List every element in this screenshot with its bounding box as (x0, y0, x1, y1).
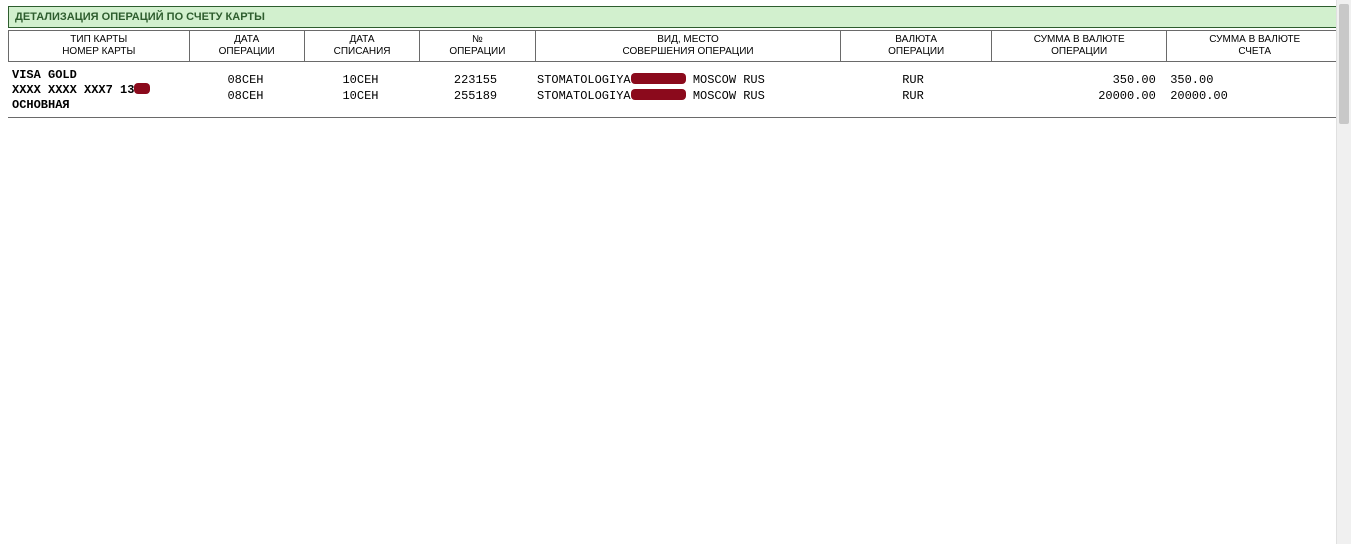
header-text: ОПЕРАЦИИ (1051, 46, 1107, 57)
table-header-row: ТИП КАРТЫ НОМЕР КАРТЫ ДАТА ОПЕРАЦИИ ДАТА… (9, 31, 1343, 62)
merchant-suffix: MOSCOW RUS (686, 89, 765, 103)
header-text: НОМЕР КАРТЫ (62, 46, 135, 57)
amount-text: 20000.00 20000.00 (1098, 89, 1228, 104)
cell-op-no: 255189 (418, 88, 533, 104)
table-row: 08СЕН10СЕН223155STOMATOLOGIYA MOSCOW RUS… (188, 72, 1343, 88)
col-kind-place: ВИД, МЕСТО СОВЕРШЕНИЯ ОПЕРАЦИИ (535, 31, 841, 62)
redaction-mark (134, 83, 150, 94)
merchant-prefix: STOMATOLOGIYA (537, 89, 631, 103)
header-text: ВИД, МЕСТО (657, 34, 719, 45)
header-text: ОПЕРАЦИИ (888, 46, 944, 57)
operations-table: ТИП КАРТЫ НОМЕР КАРТЫ ДАТА ОПЕРАЦИИ ДАТА… (8, 30, 1343, 62)
cell-currency: RUR (838, 88, 988, 104)
cell-op-date: 08СЕН (188, 72, 303, 88)
header-text: СПИСАНИЯ (334, 46, 391, 57)
redaction-mark (631, 73, 686, 84)
header-text: ДАТА (234, 34, 259, 45)
cell-amounts: 350.00 350.00 (988, 72, 1338, 88)
col-amount-acct: СУММА В ВАЛЮТЕ СЧЕТА (1167, 31, 1343, 62)
header-text: СУММА В ВАЛЮТЕ (1034, 34, 1125, 45)
cell-currency: RUR (838, 72, 988, 88)
col-currency: ВАЛЮТА ОПЕРАЦИИ (841, 31, 991, 62)
merchant-suffix: MOSCOW RUS (686, 73, 765, 87)
card-info: VISA GOLD XXXX XXXX XXX7 13 ОСНОВНАЯ (8, 62, 188, 113)
redaction-mark (631, 89, 686, 100)
col-op-no: № ОПЕРАЦИИ (420, 31, 535, 62)
cell-writeoff-date: 10СЕН (303, 72, 418, 88)
header-text: ОПЕРАЦИИ (449, 46, 505, 57)
cell-merchant: STOMATOLOGIYA MOSCOW RUS (533, 88, 838, 104)
col-card: ТИП КАРТЫ НОМЕР КАРТЫ (9, 31, 190, 62)
cell-amounts: 20000.00 20000.00 (988, 88, 1338, 104)
header-text: ОПЕРАЦИИ (219, 46, 275, 57)
card-kind: ОСНОВНАЯ (12, 98, 184, 113)
header-text: СУММА В ВАЛЮТЕ (1209, 34, 1300, 45)
statement-page: ДЕТАЛИЗАЦИЯ ОПЕРАЦИЙ ПО СЧЕТУ КАРТЫ ТИП … (0, 0, 1351, 118)
header-text: СОВЕРШЕНИЯ ОПЕРАЦИИ (622, 46, 753, 57)
col-op-date: ДАТА ОПЕРАЦИИ (189, 31, 304, 62)
header-text: ТИП КАРТЫ (70, 34, 127, 45)
cell-op-no: 223155 (418, 72, 533, 88)
table-row: 08СЕН10СЕН255189STOMATOLOGIYA MOSCOW RUS… (188, 88, 1343, 104)
header-text: СЧЕТА (1238, 46, 1271, 57)
cell-op-date: 08СЕН (188, 88, 303, 104)
col-writeoff-date: ДАТА СПИСАНИЯ (304, 31, 419, 62)
section-title: ДЕТАЛИЗАЦИЯ ОПЕРАЦИЙ ПО СЧЕТУ КАРТЫ (8, 6, 1343, 28)
header-text: ВАЛЮТА (895, 34, 937, 45)
cell-merchant: STOMATOLOGIYA MOSCOW RUS (533, 72, 838, 88)
card-block: VISA GOLD XXXX XXXX XXX7 13 ОСНОВНАЯ 08С… (8, 62, 1343, 118)
transactions: 08СЕН10СЕН223155STOMATOLOGIYA MOSCOW RUS… (188, 62, 1343, 113)
card-masked: XXXX XXXX XXX7 13 (12, 83, 134, 97)
header-text: № (472, 34, 483, 45)
card-number-line: XXXX XXXX XXX7 13 (12, 83, 184, 98)
header-text: ДАТА (349, 34, 374, 45)
cell-writeoff-date: 10СЕН (303, 88, 418, 104)
scrollbar-thumb[interactable] (1339, 4, 1349, 124)
merchant-prefix: STOMATOLOGIYA (537, 73, 631, 87)
amount-text: 350.00 350.00 (1113, 73, 1214, 87)
col-amount-op: СУММА В ВАЛЮТЕ ОПЕРАЦИИ (991, 31, 1167, 62)
vertical-scrollbar[interactable] (1336, 0, 1351, 544)
card-type: VISA GOLD (12, 68, 184, 83)
